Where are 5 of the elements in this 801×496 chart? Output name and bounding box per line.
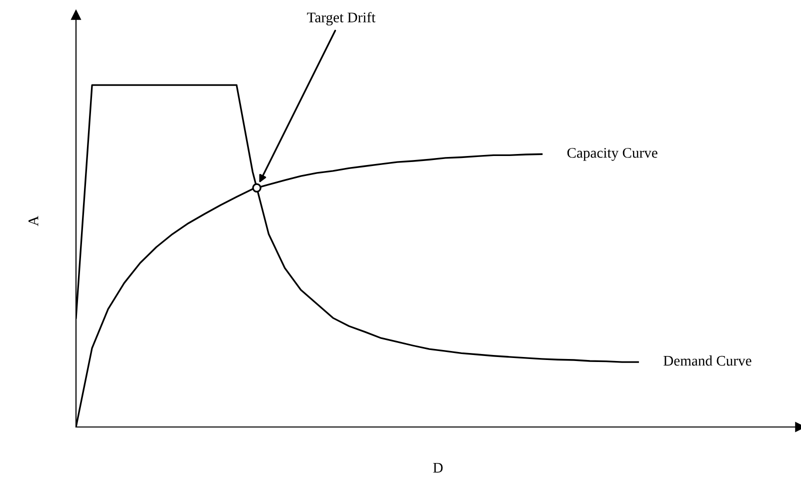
series-label: Capacity Curve [567,148,658,161]
series-label: Demand Curve [664,355,752,366]
text: Target Drift [307,12,376,26]
y-axis-title: A [28,216,38,226]
x-axis-title: D [433,462,443,473]
